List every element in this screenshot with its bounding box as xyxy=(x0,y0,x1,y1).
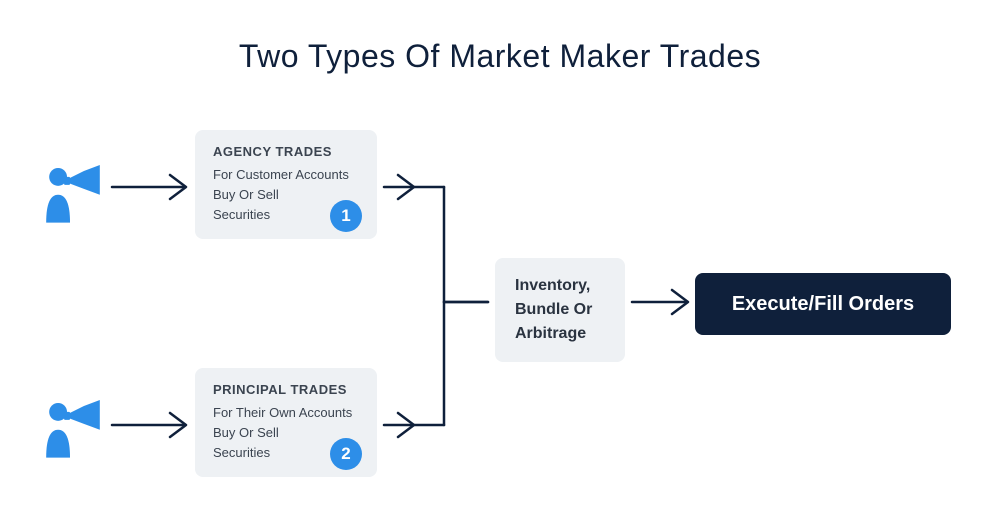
execute-fill-orders-box: Execute/Fill Orders xyxy=(695,273,951,335)
announcer-icon-top xyxy=(40,165,104,228)
step-badge-1: 1 xyxy=(330,200,362,232)
mid-line: Arbitrage xyxy=(515,322,605,346)
announcer-icon-bottom xyxy=(40,400,104,463)
page-title: Two Types Of Market Maker Trades xyxy=(0,38,1000,75)
inventory-bundle-arbitrage-box: Inventory, Bundle Or Arbitrage xyxy=(495,258,625,362)
card-line: For Customer Accounts xyxy=(213,165,359,185)
mid-line: Inventory, xyxy=(515,274,605,298)
card-title: AGENCY TRADES xyxy=(213,144,359,159)
final-label: Execute/Fill Orders xyxy=(732,293,914,316)
card-title: PRINCIPAL TRADES xyxy=(213,382,359,397)
step-badge-2: 2 xyxy=(330,438,362,470)
card-line: For Their Own Accounts xyxy=(213,403,359,423)
mid-line: Bundle Or xyxy=(515,298,605,322)
